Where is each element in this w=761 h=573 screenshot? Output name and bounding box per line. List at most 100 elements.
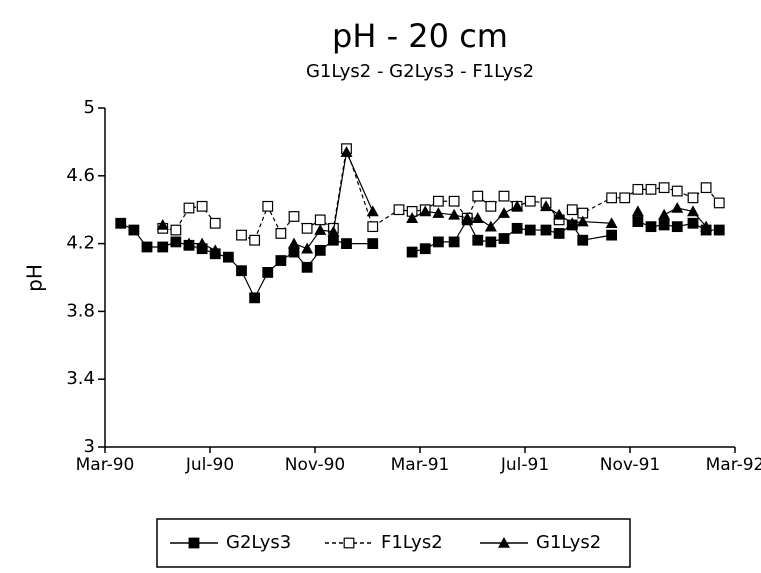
y-tick-label: 3.4: [66, 368, 95, 389]
marker: [209, 217, 221, 229]
marker: [658, 182, 670, 194]
marker: [511, 222, 523, 234]
marker: [577, 234, 589, 246]
marker: [511, 200, 524, 212]
marker: [472, 234, 484, 246]
legend-label: F1Lys2: [381, 532, 443, 553]
marker: [461, 212, 474, 223]
marker: [471, 212, 484, 223]
y-tick-label: 3.8: [66, 300, 95, 321]
marker: [658, 208, 671, 220]
marker: [432, 195, 444, 207]
marker: [658, 219, 670, 231]
marker: [157, 241, 169, 253]
marker: [632, 216, 644, 227]
y-tick-label: 4.6: [66, 165, 95, 186]
x-tick-label: Mar-91: [391, 455, 450, 475]
marker: [262, 267, 274, 278]
marker: [485, 200, 497, 212]
marker: [222, 251, 234, 263]
marker: [183, 237, 195, 249]
marker: [209, 244, 222, 256]
legend-label: G2Lys3: [226, 532, 291, 553]
marker: [406, 246, 418, 258]
marker: [314, 244, 326, 256]
marker: [606, 192, 618, 204]
marker: [340, 146, 353, 157]
marker: [553, 208, 566, 220]
marker: [288, 211, 300, 222]
marker: [301, 222, 313, 234]
y-tick-label: 4.2: [66, 233, 95, 254]
marker: [314, 214, 326, 226]
marker: [275, 255, 287, 266]
marker: [367, 238, 379, 250]
marker: [645, 221, 657, 233]
legend-marker: [188, 537, 200, 549]
marker: [671, 185, 683, 197]
x-tick-label: Mar-90: [76, 455, 135, 475]
marker: [553, 228, 565, 239]
marker: [262, 200, 274, 212]
legend-marker: [498, 537, 510, 548]
marker: [671, 202, 684, 213]
marker: [115, 217, 127, 229]
marker: [301, 261, 313, 273]
marker: [366, 205, 379, 217]
marker: [275, 228, 287, 239]
marker: [156, 218, 169, 230]
y-tick-label: 5: [84, 97, 95, 118]
marker: [632, 183, 644, 195]
marker: [196, 237, 209, 249]
x-tick-label: Mar-92: [706, 455, 761, 475]
marker: [700, 220, 713, 232]
marker: [448, 208, 461, 220]
marker: [432, 207, 445, 218]
marker: [393, 204, 405, 216]
x-tick-label: Nov-91: [600, 455, 661, 475]
marker: [128, 224, 140, 236]
marker: [540, 200, 552, 212]
marker: [327, 225, 340, 237]
marker: [419, 205, 432, 217]
marker: [170, 236, 182, 248]
marker: [540, 224, 552, 236]
marker: [645, 183, 657, 195]
marker: [327, 234, 339, 246]
marker: [236, 265, 247, 277]
marker: [249, 292, 261, 304]
y-tick-label: 3: [84, 436, 95, 457]
legend-box: [156, 518, 631, 568]
marker: [141, 241, 153, 253]
legend-label: G1Lys2: [536, 532, 601, 553]
marker: [196, 200, 208, 212]
chart-subtitle: G1Lys2 - G2Lys3 - F1Lys2: [306, 61, 534, 82]
marker: [576, 215, 589, 227]
marker: [485, 236, 497, 248]
marker: [566, 204, 578, 216]
marker: [687, 217, 699, 229]
marker: [472, 190, 484, 202]
marker: [341, 238, 352, 250]
marker: [419, 243, 431, 255]
marker: [498, 207, 510, 218]
marker: [631, 205, 644, 217]
marker: [183, 202, 195, 214]
marker: [606, 229, 618, 241]
marker: [288, 237, 300, 249]
x-tick-label: Jul-90: [185, 455, 234, 475]
marker: [605, 217, 618, 229]
marker: [406, 212, 419, 223]
marker: [713, 197, 725, 209]
marker: [367, 221, 379, 233]
marker: [498, 233, 510, 244]
chart-title: pH - 20 cm: [332, 17, 508, 55]
marker: [314, 224, 327, 235]
marker: [249, 234, 261, 246]
y-axis-label: pH: [23, 264, 47, 292]
marker: [432, 236, 444, 248]
marker: [484, 220, 497, 232]
marker: [448, 195, 460, 207]
marker: [619, 192, 631, 204]
